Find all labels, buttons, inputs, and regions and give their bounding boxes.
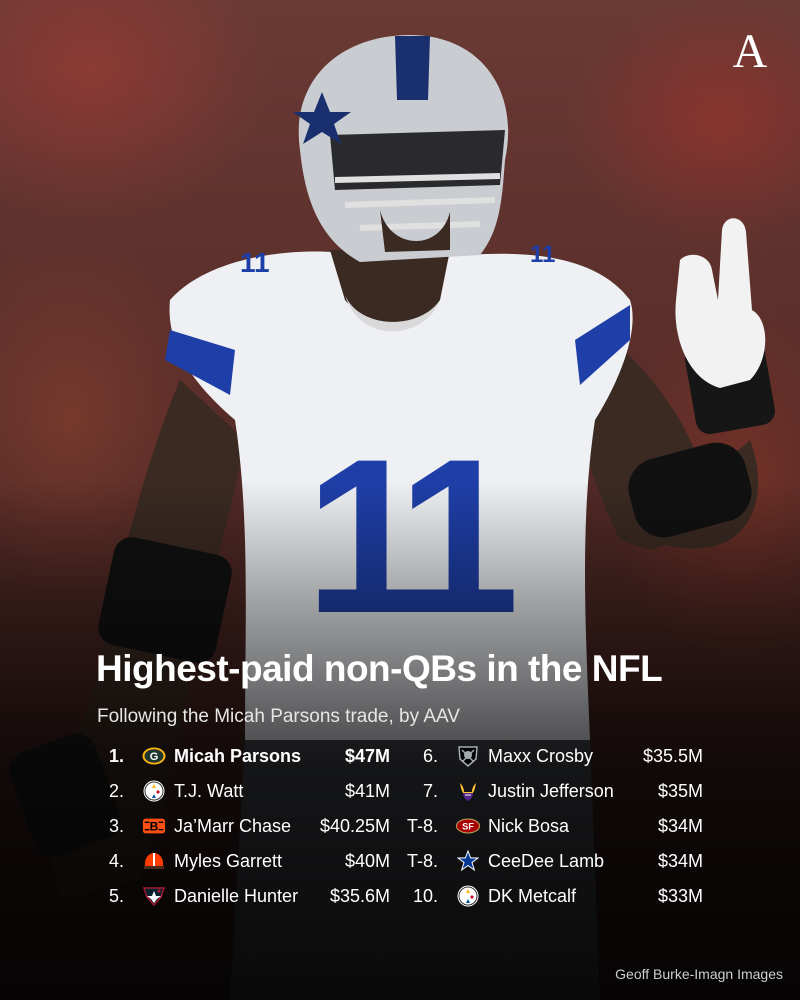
rank-number: 4.	[108, 850, 124, 871]
player-name: Micah Parsons	[174, 745, 302, 766]
salary-amount: $40.25M	[319, 815, 390, 836]
player-name: Myles Garrett	[174, 850, 283, 871]
salary-amount: $33M	[657, 885, 703, 906]
rank-number: T-8.	[406, 850, 438, 871]
salary-amount: $40M	[344, 850, 390, 871]
rank-number: 6.	[422, 745, 438, 766]
graphic-title: Highest-paid non-QBs in the NFL	[96, 648, 663, 689]
graphic-subtitle: Following the Micah Parsons trade, by AA…	[97, 706, 460, 727]
rank-number: 2.	[108, 780, 124, 801]
player-name: Nick Bosa	[488, 815, 570, 836]
svg-text:G: G	[150, 751, 159, 763]
salary-amount: $35.5M	[642, 745, 703, 766]
svg-text:11: 11	[240, 247, 270, 278]
salary-ranking-list: 1. G Micah Parsons $47M 2. T.J. Watt $41…	[0, 740, 800, 915]
steelers-logo-icon	[142, 779, 166, 803]
bottom-gradient	[0, 480, 800, 1000]
svg-text:SF: SF	[462, 822, 474, 832]
texans-logo-icon	[142, 884, 166, 908]
raiders-logo-icon	[456, 744, 480, 768]
player-name: Justin Jefferson	[488, 780, 614, 801]
photo-credit: Geoff Burke-Imagn Images	[615, 966, 783, 982]
svg-text:B: B	[150, 820, 159, 834]
vikings-logo-icon	[456, 779, 480, 803]
steelers-logo-icon	[456, 884, 480, 908]
browns-logo-icon	[142, 849, 166, 873]
bengals-logo-icon: B	[142, 814, 166, 838]
player-name: DK Metcalf	[488, 885, 577, 906]
player-name: Maxx Crosby	[488, 745, 594, 766]
salary-amount: $47M	[344, 745, 390, 766]
svg-text:11: 11	[530, 241, 555, 268]
rank-number: 5.	[108, 885, 124, 906]
player-name: Danielle Hunter	[174, 885, 299, 906]
rank-number: T-8.	[406, 815, 438, 836]
salary-amount: $35.6M	[329, 885, 390, 906]
player-name: T.J. Watt	[174, 780, 244, 801]
salary-amount: $34M	[657, 850, 703, 871]
athletic-logo: A	[732, 25, 768, 78]
rank-number: 10.	[412, 885, 438, 906]
salary-amount: $34M	[657, 815, 703, 836]
rank-number: 7.	[422, 780, 438, 801]
rank-number: 1.	[108, 745, 124, 766]
salary-amount: $41M	[344, 780, 390, 801]
cowboys-logo-icon	[456, 849, 480, 873]
player-name: CeeDee Lamb	[488, 850, 605, 871]
packers-logo-icon: G	[142, 744, 166, 768]
49ers-logo-icon: SF	[456, 814, 480, 838]
salary-amount: $35M	[657, 780, 703, 801]
player-name: Ja’Marr Chase	[174, 815, 292, 836]
rank-number: 3.	[108, 815, 124, 836]
